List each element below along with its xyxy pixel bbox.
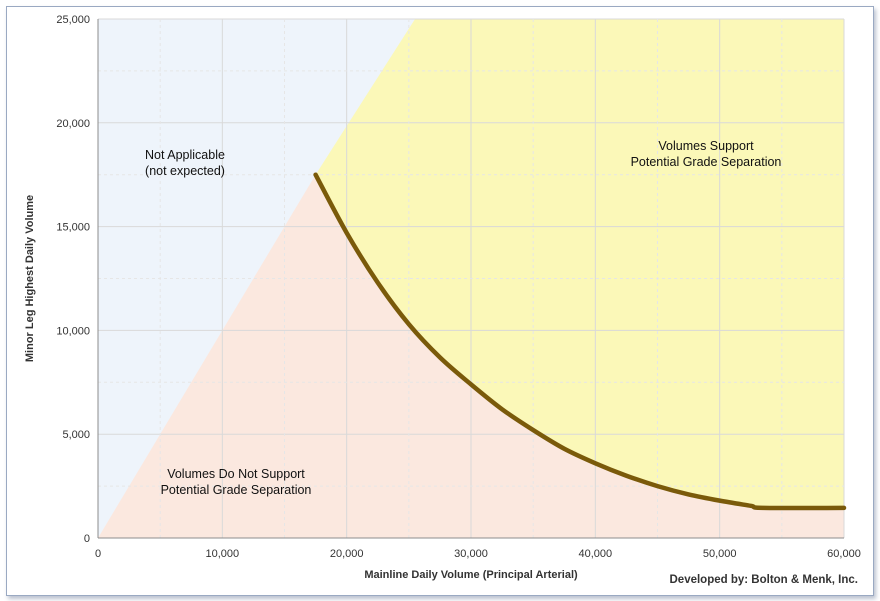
region-label: Volumes Do Not Support (167, 467, 305, 481)
y-tick-label: 5,000 (62, 429, 90, 441)
x-tick-label: 0 (95, 548, 101, 560)
chart-frame: Not Applicable (not expected) Volumes Supp… (6, 6, 874, 596)
y-axis-title: Minor Leg Highest Daily Volume (24, 195, 36, 362)
x-tick-label: 20,000 (330, 548, 364, 560)
region-label: Volumes Support (658, 139, 754, 153)
region-label: (not expected) (145, 164, 225, 178)
y-tick-label: 15,000 (56, 222, 90, 234)
threshold-curve (313, 172, 847, 511)
x-tick-label: 30,000 (454, 548, 488, 560)
y-tick-label: 10,000 (56, 325, 90, 337)
chart-svg: Not Applicable (not expected) Volumes Supp… (24, 14, 861, 586)
x-axis-title: Mainline Daily Volume (Principal Arteria… (364, 569, 578, 581)
x-tick-label: 40,000 (579, 548, 613, 560)
region-label: Potential Grade Separation (631, 155, 782, 169)
y-tick-label: 20,000 (56, 118, 90, 130)
y-tick-label: 25,000 (56, 14, 90, 26)
region-label: Potential Grade Separation (161, 483, 312, 497)
region-support (315, 19, 844, 508)
region-label: Not Applicable (145, 148, 225, 162)
y-tick-label: 0 (84, 533, 90, 545)
x-tick-label: 50,000 (703, 548, 737, 560)
x-tick-label: 10,000 (206, 548, 240, 560)
x-tick-label: 60,000 (827, 548, 861, 560)
credit-text: Developed by: Bolton & Menk, Inc. (670, 574, 859, 586)
